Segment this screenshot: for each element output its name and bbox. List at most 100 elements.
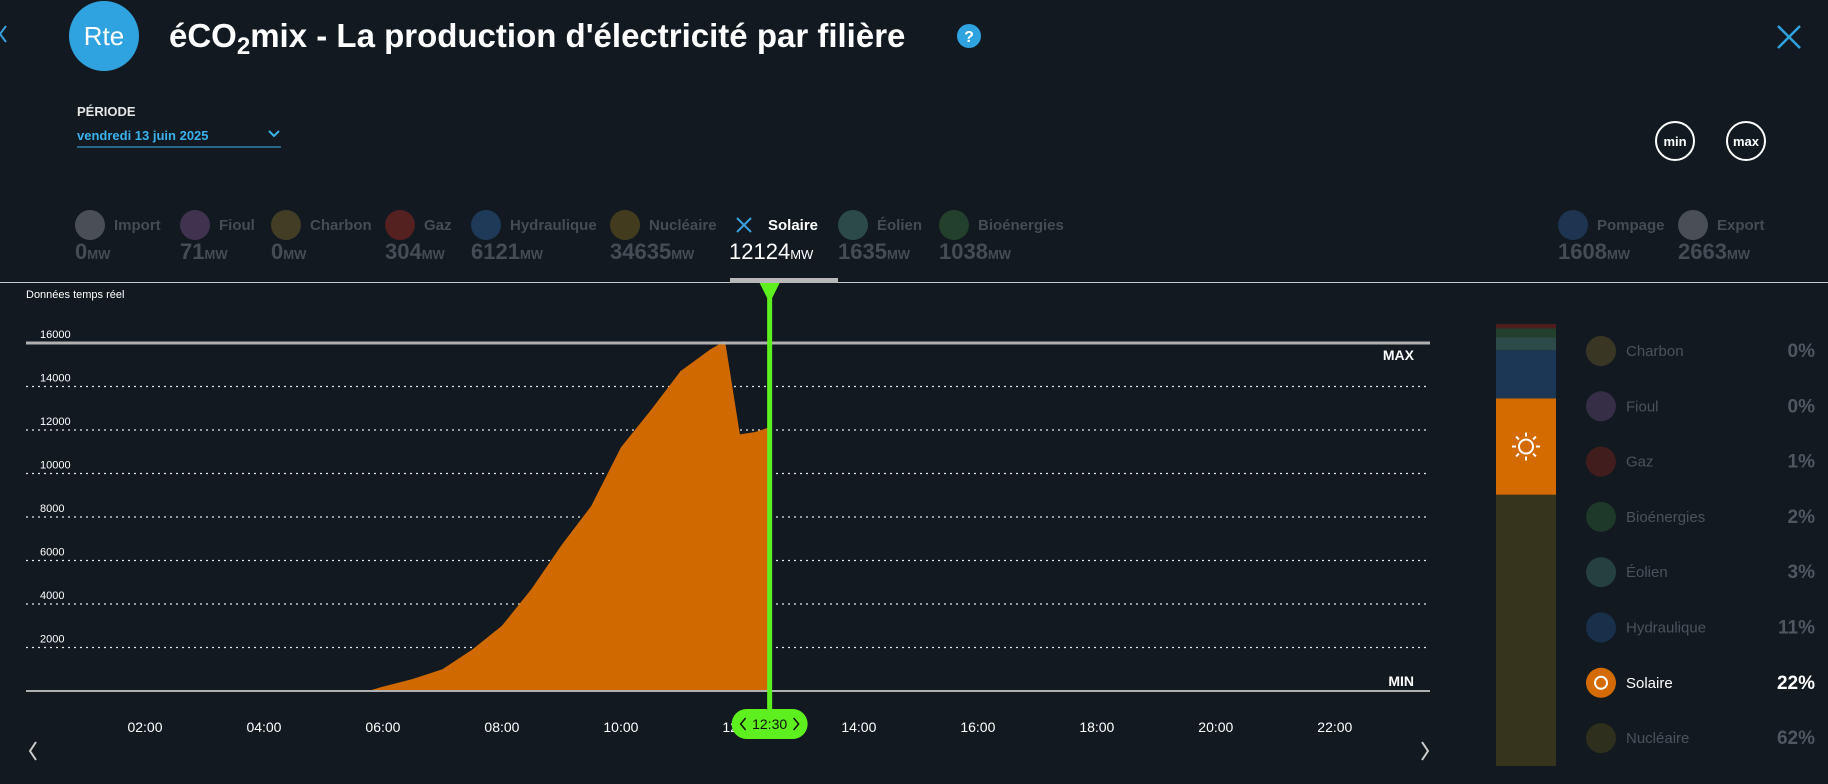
filter-icon[interactable] [838,210,868,240]
help-text[interactable]: ? [964,29,974,46]
filter-name[interactable]: Gaz [424,217,452,234]
title-part: mix - La production d'électricité par fi… [250,17,905,54]
filter-icon[interactable] [75,210,105,240]
back-arrow[interactable] [0,25,7,43]
filter-name[interactable]: Hydraulique [510,217,597,234]
filter-value[interactable]: 1635MW [838,239,911,264]
close-button[interactable] [1777,25,1801,49]
help-button[interactable]: ? [957,24,981,48]
filter-item[interactable]: Gaz 304MW [385,210,452,264]
max-text[interactable]: max [1733,134,1760,149]
mix-segment [1496,337,1556,351]
mix-legend-name: Nucléaire [1626,730,1689,747]
filter-item[interactable]: Bioénergies 1038MW [939,210,1064,264]
mix-legend-item: Gaz 1% [1586,446,1815,477]
page-title: éCO2mix - La production d'électricité pa… [169,17,905,60]
close-line[interactable] [1777,25,1801,49]
cursor-pill[interactable]: 12:30 [731,709,808,739]
filter-value-number: 6121 [471,239,520,264]
filter-value[interactable]: 304MW [385,239,446,264]
filter-name[interactable]: Nucléaire [649,217,717,234]
filter-icon[interactable] [471,210,501,240]
area-layer [368,340,770,691]
mix-legend-name: Fioul [1626,398,1659,415]
x-tick-label: 20:00 [1198,719,1233,735]
filter-name[interactable]: Export [1717,217,1765,234]
period-value[interactable]: vendredi 13 juin 2025 [77,128,209,143]
max-button[interactable]: max [1726,121,1766,161]
x-tick-label: 02:00 [127,719,162,735]
mix-legend-name: Gaz [1626,454,1654,471]
cursor-right[interactable] [793,717,800,731]
period-select[interactable]: vendredi 13 juin 2025 [77,128,281,148]
filter-icon[interactable] [180,210,210,240]
filter-value[interactable]: 0MW [75,239,111,264]
filter-name[interactable]: Charbon [310,217,372,234]
mix-legend-item: Éolien 3% [1586,557,1816,588]
mix-legend-icon [1586,667,1616,698]
filter-item[interactable]: Hydraulique 6121MW [471,210,597,264]
filter-value[interactable]: 71MW [180,239,228,264]
filter-name[interactable]: Solaire [768,217,818,234]
mix-legend-value: 0% [1788,396,1816,417]
filter-value[interactable]: 34635MW [610,239,695,264]
filter-name[interactable]: Import [114,217,161,234]
title-subscript: 2 [237,33,250,60]
logo [69,1,139,71]
cursor-left[interactable] [739,717,747,731]
filter-icon[interactable] [271,210,301,240]
filter-value[interactable]: 1038MW [939,239,1012,264]
filter-item[interactable]: Nucléaire 34635MW [610,210,717,264]
filter-value-number: 71 [180,239,204,264]
mix-segment [1496,494,1556,766]
filter-value[interactable]: 1608MW [1558,239,1631,264]
filter-value[interactable]: 12124MW [729,239,814,264]
filter-item[interactable]: Fioul 71MW [180,210,255,264]
filter-unit: MW [790,247,814,262]
period-chevron[interactable] [268,130,280,138]
mix-legend-value: 3% [1788,562,1816,583]
filter-value[interactable]: 0MW [271,239,307,264]
filter-unit: MW [520,247,544,262]
filter-icon[interactable] [1558,210,1588,240]
y-tick-label: 16000 [40,329,71,341]
max-label: MAX [1383,347,1415,363]
min-button[interactable]: min [1655,121,1695,161]
mix-segment [1496,398,1556,495]
filter-name[interactable]: Pompage [1597,217,1665,234]
logo-text: Rte [84,21,124,51]
y-tick-label: 10000 [40,460,71,472]
filter-icon-x[interactable] [736,217,752,233]
cursor-handle[interactable] [759,283,780,303]
filter-icon[interactable] [385,210,415,240]
filter-name[interactable]: Bioénergies [978,217,1064,234]
cursor-label[interactable]: 12:30 [752,716,787,732]
filter-name[interactable]: Éolien [877,217,922,234]
filter-item[interactable]: Éolien 1635MW [838,210,922,264]
y-tick-label: 4000 [40,590,64,602]
filter-value-number: 0 [271,239,283,264]
filter-icon[interactable] [610,210,640,240]
area [368,340,770,691]
max-circle[interactable] [1726,121,1766,161]
next-day[interactable] [1421,741,1430,761]
prev-day[interactable] [28,741,37,761]
filter-item[interactable]: Pompage 1608MW [1558,210,1665,264]
mix-legend-item: Solaire 22% [1586,667,1815,698]
help-icon[interactable] [957,24,981,48]
filter-item[interactable]: Export 2663MW [1678,210,1765,264]
filter-name[interactable]: Fioul [219,217,255,234]
mix-legend-item: Fioul 0% [1586,391,1816,422]
filter-value[interactable]: 6121MW [471,239,544,264]
filter-icon[interactable] [939,210,969,240]
min-circle[interactable] [1655,121,1695,161]
sun-icon [1518,438,1534,455]
filter-value[interactable]: 2663MW [1678,239,1751,264]
cursor-pill-bg[interactable] [731,709,808,739]
filter-icon[interactable] [1678,210,1708,240]
filter-item[interactable]: Solaire 12124MW [729,217,838,283]
min-text[interactable]: min [1663,134,1686,149]
